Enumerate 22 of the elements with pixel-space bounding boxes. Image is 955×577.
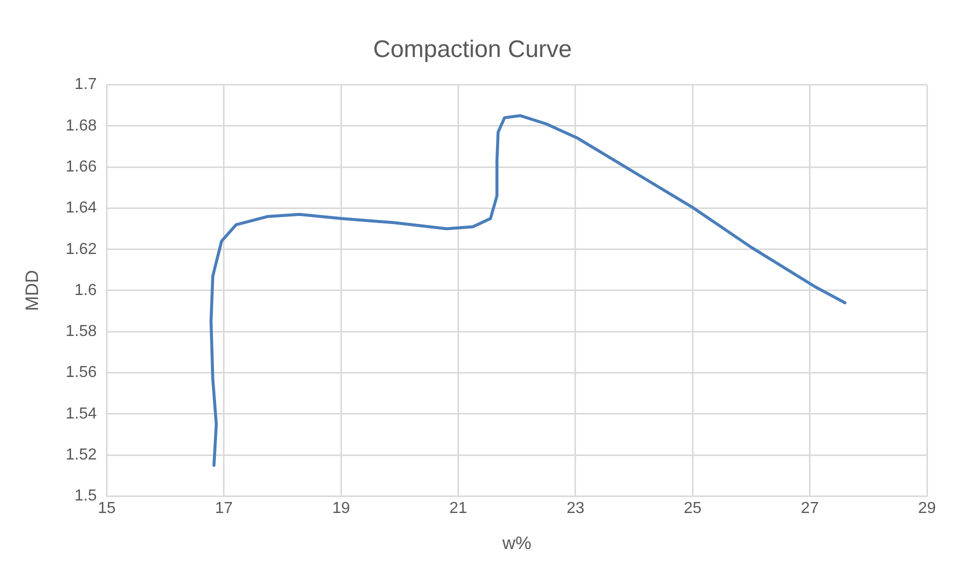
y-tick-label: 1.68: [66, 117, 97, 134]
x-tick-label: 29: [918, 500, 936, 518]
y-tick-label: 1.66: [66, 158, 97, 176]
y-tick-label: 1.7: [74, 76, 97, 94]
y-tick-label: 1.64: [66, 200, 97, 217]
x-tick-label: 17: [215, 500, 233, 518]
y-tick-label: 1.6: [74, 282, 97, 299]
x-tick-label: 21: [449, 500, 468, 518]
x-tick-label: 27: [800, 500, 819, 518]
y-tick-label: 1.54: [66, 405, 97, 422]
x-axis-title: w%: [501, 533, 532, 554]
y-tick-label: 1.5: [74, 488, 97, 505]
x-tick-label: 19: [332, 500, 350, 518]
y-tick-label: 1.58: [66, 323, 97, 340]
x-tick-label: 25: [684, 500, 702, 518]
y-tick-label: 1.62: [66, 240, 97, 258]
x-tick-label: 15: [98, 500, 116, 518]
y-tick-label: 1.56: [66, 364, 97, 382]
chart-title: Compaction Curve: [373, 36, 572, 64]
x-tick-label: 23: [566, 500, 584, 518]
y-axis-title: MDD: [22, 270, 42, 311]
y-tick-label: 1.52: [66, 446, 97, 464]
